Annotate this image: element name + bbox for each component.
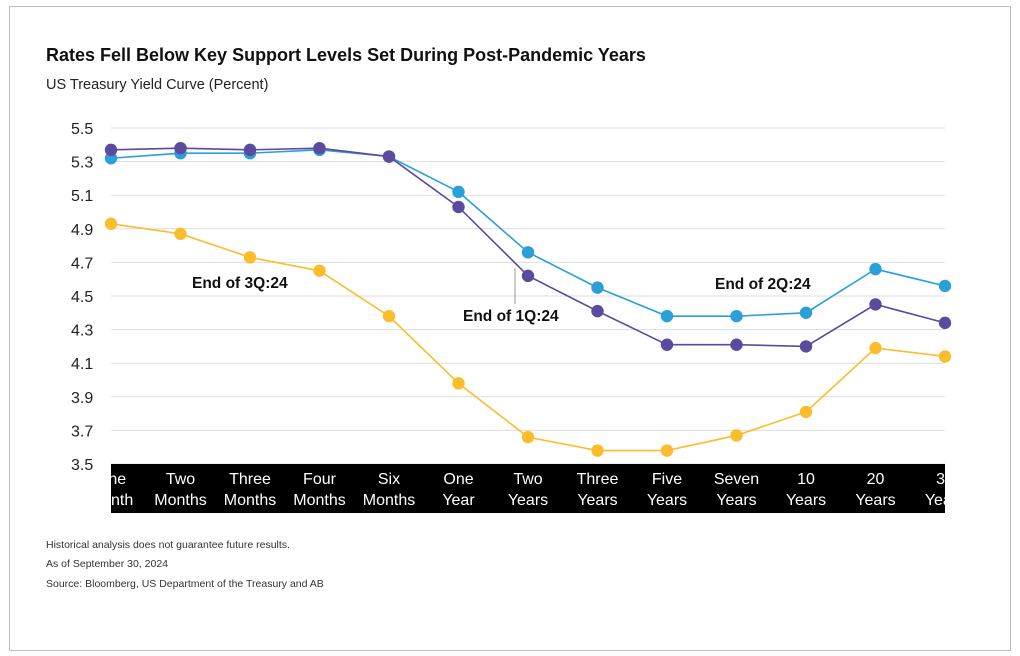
data-point bbox=[174, 227, 187, 241]
x-tick-label: Year bbox=[442, 492, 475, 509]
y-tick-label: 4.5 bbox=[71, 289, 93, 306]
source-note: Source: Bloomberg, US Department of the … bbox=[46, 578, 324, 590]
x-tick-label: Years bbox=[786, 492, 826, 509]
data-point bbox=[452, 200, 465, 214]
chart-subtitle: US Treasury Yield Curve (Percent) bbox=[46, 77, 269, 93]
data-point bbox=[591, 304, 604, 318]
data-point bbox=[799, 306, 813, 319]
data-point bbox=[799, 340, 813, 353]
data-point bbox=[521, 246, 535, 259]
y-tick-label: 4.7 bbox=[71, 255, 93, 272]
data-point bbox=[313, 264, 326, 277]
data-point bbox=[382, 309, 396, 323]
x-tick-label: Years bbox=[716, 492, 756, 509]
y-tick-label: 4.3 bbox=[71, 323, 93, 340]
data-point bbox=[104, 143, 118, 157]
x-tick-label: Five bbox=[652, 471, 682, 488]
x-tick-label: Years bbox=[855, 492, 895, 509]
data-point bbox=[869, 341, 882, 355]
data-point bbox=[313, 141, 326, 155]
x-tick-label: Months bbox=[224, 492, 276, 509]
y-tick-label: 5.1 bbox=[71, 188, 93, 205]
x-tick-label: Four bbox=[303, 471, 337, 488]
x-tick-label: Years bbox=[508, 492, 548, 509]
x-tick-label: 20 bbox=[867, 471, 885, 488]
data-point bbox=[174, 141, 187, 155]
series-annotation: End of 2Q:24 bbox=[715, 276, 811, 293]
x-tick-label: One bbox=[96, 471, 126, 488]
data-point bbox=[104, 217, 118, 230]
y-tick-label: 4.1 bbox=[71, 356, 93, 373]
x-tick-label: Years bbox=[925, 492, 965, 509]
data-point bbox=[521, 269, 535, 283]
data-point bbox=[591, 444, 604, 457]
x-tick-label: Months bbox=[293, 492, 345, 509]
x-tick-label: Months bbox=[363, 492, 415, 509]
data-point bbox=[938, 316, 952, 330]
data-point bbox=[243, 251, 257, 264]
x-tick-label: Years bbox=[577, 492, 617, 509]
data-point bbox=[521, 430, 535, 444]
x-tick-label: 10 bbox=[797, 471, 815, 488]
x-tick-label: Three bbox=[229, 471, 271, 488]
data-point bbox=[243, 143, 257, 157]
y-tick-label: 3.9 bbox=[71, 390, 93, 407]
data-point bbox=[452, 377, 465, 390]
data-point bbox=[869, 298, 882, 311]
x-tick-label: One bbox=[443, 471, 473, 488]
x-tick-label: Seven bbox=[714, 471, 759, 488]
disclaimer-note: Historical analysis does not guarantee f… bbox=[46, 539, 290, 551]
data-point bbox=[660, 338, 674, 351]
series-annotation: End of 3Q:24 bbox=[192, 275, 288, 292]
chart-frame bbox=[9, 6, 1011, 651]
data-point bbox=[730, 309, 743, 323]
data-point bbox=[452, 185, 465, 199]
data-point bbox=[938, 279, 952, 293]
data-point bbox=[730, 338, 743, 351]
x-tick-label: Two bbox=[166, 471, 195, 488]
data-point bbox=[660, 444, 674, 457]
data-point bbox=[382, 150, 396, 163]
x-tick-label: Month bbox=[89, 492, 133, 509]
data-point bbox=[938, 350, 952, 363]
x-tick-label: Six bbox=[378, 471, 400, 488]
y-tick-label: 5.3 bbox=[71, 155, 93, 172]
data-point bbox=[660, 309, 674, 323]
data-point bbox=[730, 429, 743, 442]
x-axis-band bbox=[111, 464, 945, 513]
x-tick-label: Years bbox=[647, 492, 687, 509]
series-annotation: End of 1Q:24 bbox=[463, 308, 559, 325]
data-point bbox=[799, 405, 813, 419]
chart-title: Rates Fell Below Key Support Levels Set … bbox=[46, 45, 646, 65]
x-tick-label: 30 bbox=[936, 471, 954, 488]
x-tick-label: Two bbox=[513, 471, 542, 488]
y-tick-label: 5.5 bbox=[71, 121, 93, 138]
y-tick-label: 3.7 bbox=[71, 423, 93, 440]
as-of-note: As of September 30, 2024 bbox=[46, 558, 168, 570]
y-tick-label: 4.9 bbox=[71, 222, 93, 239]
x-tick-label: Three bbox=[577, 471, 619, 488]
y-tick-label: 3.5 bbox=[71, 457, 93, 474]
data-point bbox=[591, 281, 604, 294]
x-tick-label: Months bbox=[154, 492, 206, 509]
data-point bbox=[869, 262, 882, 276]
